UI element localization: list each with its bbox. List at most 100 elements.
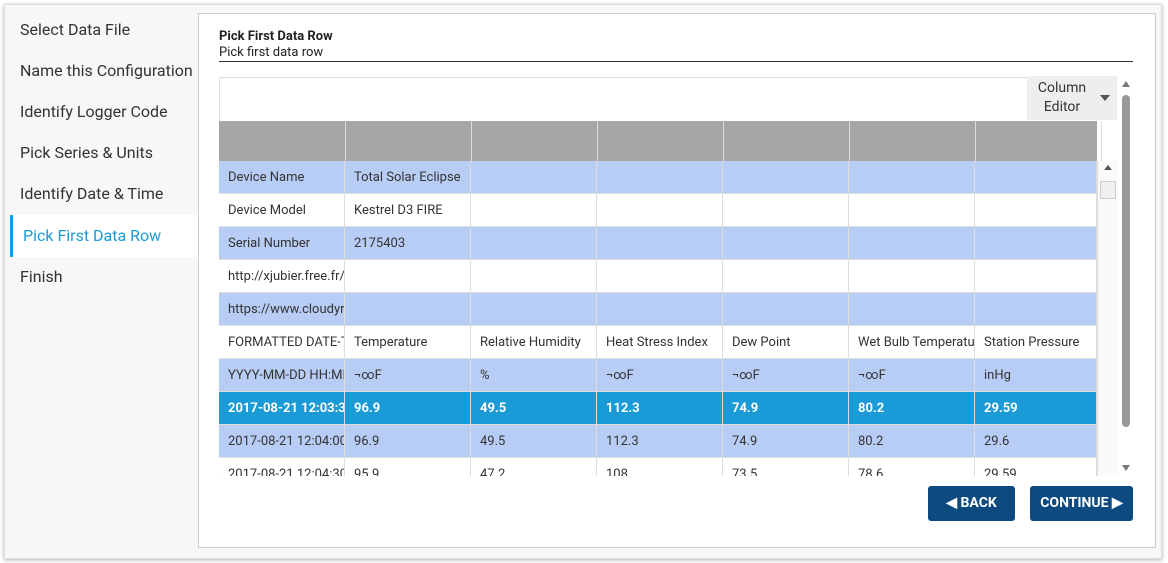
table-cell: 74.9	[723, 425, 849, 458]
table-cell: 80.2	[849, 392, 975, 425]
table-row[interactable]: http://xjubier.free.fr/	[219, 260, 1097, 293]
header-cell	[597, 121, 724, 161]
table-cell: 2017-08-21 12:04:30	[219, 458, 345, 476]
table-cell: 96.9	[345, 425, 471, 458]
table-cell: 78.6	[849, 458, 975, 476]
table-cell: ¬∞F	[345, 359, 471, 392]
table-cell	[597, 161, 723, 194]
table-cell: Device Name	[219, 161, 345, 194]
table-cell	[471, 194, 597, 227]
header-cell	[849, 121, 976, 161]
column-editor-label: Column Editor	[1037, 80, 1087, 115]
sidebar-step[interactable]: Finish	[20, 267, 63, 286]
table-cell: 29.6	[975, 425, 1097, 458]
table-cell	[975, 161, 1097, 194]
table-cell: Temperature	[345, 326, 471, 359]
table-cell	[597, 227, 723, 260]
table-cell: 49.5	[471, 392, 597, 425]
table-cell: YYYY-MM-DD HH:MI	[219, 359, 345, 392]
table-cell	[597, 260, 723, 293]
header-cell	[975, 121, 1102, 161]
table-cell	[345, 293, 471, 326]
table-cell: %	[471, 359, 597, 392]
header-cell	[723, 121, 850, 161]
table-cell	[597, 194, 723, 227]
table-cell	[723, 194, 849, 227]
table-cell: Dew Point	[723, 326, 849, 359]
table-cell: 95.9	[345, 458, 471, 476]
table-cell: ¬∞F	[723, 359, 849, 392]
table-row[interactable]: 2017-08-21 12:04:30 95.9 47.2 108 73.5 78.6 29…	[219, 458, 1097, 476]
table-cell: http://xjubier.free.fr/	[219, 260, 345, 293]
table-row[interactable]: YYYY-MM-DD HH:MI ¬∞F% ¬∞F ¬∞F ¬∞F inHg	[219, 359, 1097, 392]
sidebar-step[interactable]: Pick Series & Units	[20, 143, 153, 162]
table-cell	[975, 260, 1097, 293]
table-cell: Relative Humidity	[471, 326, 597, 359]
dropdown-arrow	[1100, 95, 1110, 106]
table-cell	[597, 293, 723, 326]
panel-subtitle: Pick first data row	[219, 45, 324, 60]
header-cell	[219, 121, 346, 161]
table-row[interactable]: FORMATTED DATE-T Temperature Relative Humi…	[219, 326, 1097, 359]
table-cell: Wet Bulb Temperatu	[849, 326, 975, 359]
table-cell: 80.2	[849, 425, 975, 458]
table-cell: 2175403	[345, 227, 471, 260]
table-cell: FORMATTED DATE-T	[219, 326, 345, 359]
table-cell: 29.59	[975, 392, 1097, 425]
table-cell	[975, 227, 1097, 260]
header-cell	[345, 121, 472, 161]
table-cell: https://www.cloudyr	[219, 293, 345, 326]
inner-scrollbar[interactable]	[1097, 161, 1118, 476]
table-cell	[849, 293, 975, 326]
table-cell	[723, 260, 849, 293]
table-row[interactable]: Serial Number 2175403	[219, 227, 1097, 260]
table-cell: 108	[597, 458, 723, 476]
table-cell: 96.9	[345, 392, 471, 425]
table-cell: 112.3	[597, 425, 723, 458]
continue-label: CONTINUE	[1040, 495, 1109, 511]
sidebar-step[interactable]: Identify Logger Code	[20, 102, 168, 121]
table-cell: Device Model	[219, 194, 345, 227]
continue-button[interactable]: CONTINUE ▶	[1030, 486, 1133, 521]
table-row[interactable]: 2017-08-21 12:03:30 96.9 49.5 112.3 74.9 80.2…	[219, 392, 1097, 425]
table-cell	[849, 194, 975, 227]
table-cell	[975, 293, 1097, 326]
table-cell: 47.2	[471, 458, 597, 476]
table-cell: 112.3	[597, 392, 723, 425]
table-header	[219, 121, 1102, 161]
table-row[interactable]: https://www.cloudyr	[219, 293, 1097, 326]
table-cell: Kestrel D3 FIRE	[345, 194, 471, 227]
table-cell	[471, 227, 597, 260]
table-cell	[975, 194, 1097, 227]
table-cell	[471, 161, 597, 194]
sidebar-step[interactable]: Pick First Data Row	[10, 215, 198, 257]
back-button[interactable]: ◀ BACK	[928, 486, 1015, 521]
sidebar: Select Data File Name this Configuration I…	[10, 10, 198, 302]
table-row[interactable]: Device Name Total Solar Eclipse	[219, 161, 1097, 194]
table-cell: inHg	[975, 359, 1097, 392]
table-row[interactable]: Device Model Kestrel D3 FIRE	[219, 194, 1097, 227]
column-editor[interactable]: Column Editor	[1027, 76, 1117, 120]
header-cell	[471, 121, 598, 161]
sidebar-step[interactable]: Name this Configuration	[20, 61, 193, 80]
sidebar-step[interactable]: Select Data File	[20, 20, 131, 39]
table-cell: ¬∞F	[849, 359, 975, 392]
table-cell: Station Pressure	[975, 326, 1097, 359]
table-cell: 29.59	[975, 458, 1097, 476]
table-cell	[345, 260, 471, 293]
table-cell	[723, 293, 849, 326]
panel-title: Pick First Data Row	[219, 29, 333, 44]
table-cell: Heat Stress Index	[597, 326, 723, 359]
sidebar-step[interactable]: Identify Date & Time	[20, 184, 164, 203]
table-cell: 2017-08-21 12:04:00	[219, 425, 345, 458]
table-cell	[849, 161, 975, 194]
table-cell: 2017-08-21 12:03:30	[219, 392, 345, 425]
table-cell	[849, 260, 975, 293]
outer-scrollbar[interactable]	[1119, 77, 1133, 475]
back-label: BACK	[960, 495, 997, 511]
table-cell	[849, 227, 975, 260]
table-row[interactable]: 2017-08-21 12:04:00 96.9 49.5 112.3 74.9 80.2…	[219, 425, 1097, 458]
table-cell	[723, 227, 849, 260]
table-cell	[471, 293, 597, 326]
